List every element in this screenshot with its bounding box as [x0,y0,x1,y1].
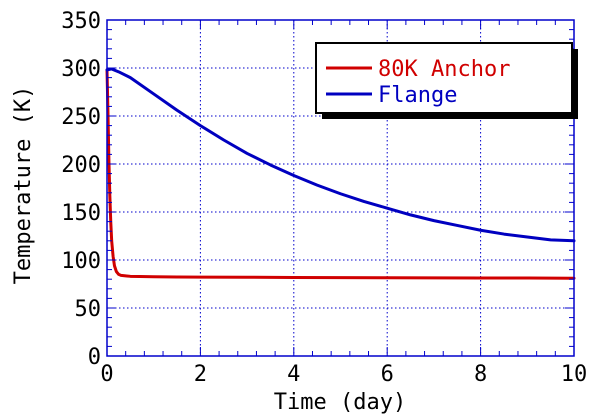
y-tick-label: 200 [61,153,101,178]
y-tick-label: 350 [61,9,101,34]
x-tick-label: 10 [561,362,588,387]
x-axis-title: Time (day) [274,390,406,415]
y-tick-label: 300 [61,57,101,82]
y-axis-title: Temperature (K) [11,86,36,285]
plot-frame [106,19,575,357]
y-tick-label: 0 [88,345,101,370]
y-tick-label: 50 [75,297,102,322]
plot-border [106,19,575,357]
x-tick-label: 0 [100,362,113,387]
y-tick-label: 250 [61,105,101,130]
x-tick-label: 4 [287,362,300,387]
legend-label-80k-anchor: 80K Anchor [378,57,510,82]
y-tick-label: 150 [61,201,101,226]
series-line-1 [105,67,576,243]
y-tick-label: 100 [61,249,101,274]
legend: 80K Anchor Flange [315,42,578,119]
legend-label-flange: Flange [378,83,457,108]
legend-box [315,42,573,114]
x-tick-label: 8 [474,362,487,387]
x-tick-label: 6 [381,362,394,387]
x-tick-label: 2 [194,362,207,387]
